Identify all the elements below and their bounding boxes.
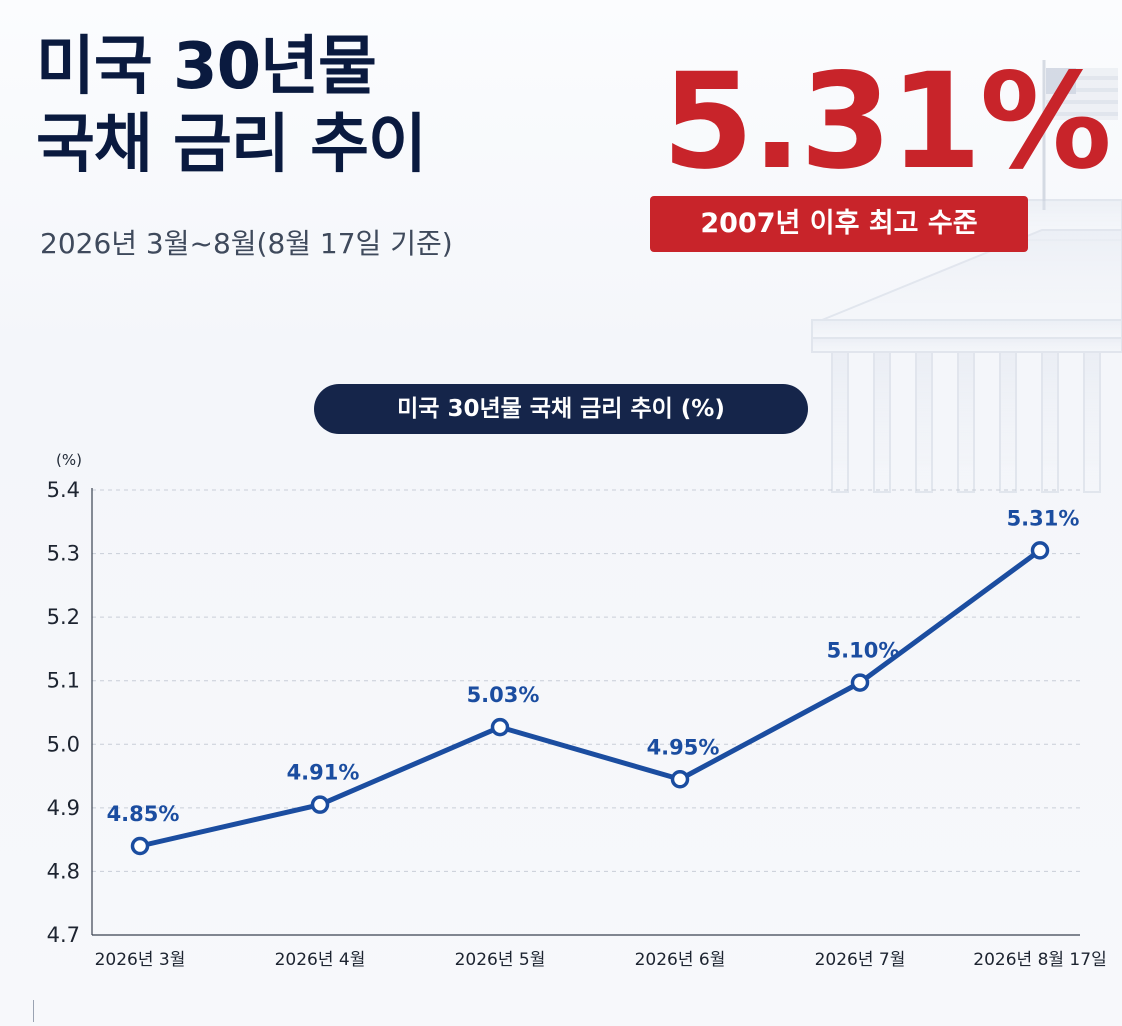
data-point: [130, 836, 150, 856]
data-point: [490, 717, 510, 737]
y-tick-label: 4.7: [47, 923, 80, 947]
data-labels: 4.85% 4.91% 5.03% 4.95% 5.10% 5.31%: [107, 506, 1080, 826]
title-line-2: 국채 금리 추이: [36, 108, 427, 182]
axes: [91, 488, 1080, 936]
title-line-1: 미국 30년물: [36, 30, 377, 104]
x-tick-label: 2026년 5월: [455, 950, 546, 970]
y-tick-label: 5.0: [47, 732, 80, 756]
data-point: [1030, 541, 1050, 560]
y-tick-label: 4.9: [47, 796, 80, 820]
y-tick-label: 4.8: [47, 859, 80, 883]
gridlines: [92, 489, 1080, 872]
x-tick-label: 2026년 8월 17일: [973, 950, 1106, 970]
data-label: 5.03%: [467, 683, 540, 707]
x-axis-ticks: 2026년 3월 2026년 4월 2026년 5월 2026년 6월 2026년 7월…: [95, 950, 1107, 970]
data-label: 4.91%: [287, 761, 360, 785]
y-axis-unit-label: (%): [56, 451, 82, 469]
data-label: 5.10%: [827, 639, 900, 663]
y-tick-label: 5.4: [47, 478, 80, 502]
data-point: [850, 673, 870, 692]
x-tick-label: 2026년 3월: [95, 950, 186, 970]
x-tick-label: 2026년 7월: [815, 950, 906, 970]
y-tick-label: 5.2: [47, 605, 80, 629]
data-label: 4.85%: [107, 802, 180, 826]
page-title: 미국 30년물 국채 금리 추이: [36, 28, 427, 184]
data-point: [310, 795, 330, 814]
data-point: [670, 770, 690, 789]
headline-badge: 2007년 이후 최고 수준: [650, 196, 1028, 252]
y-tick-label: 5.3: [47, 542, 80, 566]
data-series: [130, 541, 1050, 856]
page-subtitle: 2026년 3월~8월(8월 17일 기준): [40, 227, 453, 260]
chart-title: 미국 30년물 국채 금리 추이 (%): [314, 384, 808, 434]
series-line: [137, 547, 1043, 849]
data-label: 5.31%: [1007, 506, 1080, 530]
x-tick-label: 2026년 6월: [635, 950, 726, 970]
y-axis-ticks: 5.4 5.3 5.2 5.1 5.0 4.9 4.8 4.7: [47, 478, 80, 947]
x-tick-label: 2026년 4월: [275, 950, 366, 970]
bottom-divider: [33, 1000, 34, 1022]
data-label: 4.95%: [647, 735, 720, 759]
y-tick-label: 5.1: [47, 669, 80, 693]
